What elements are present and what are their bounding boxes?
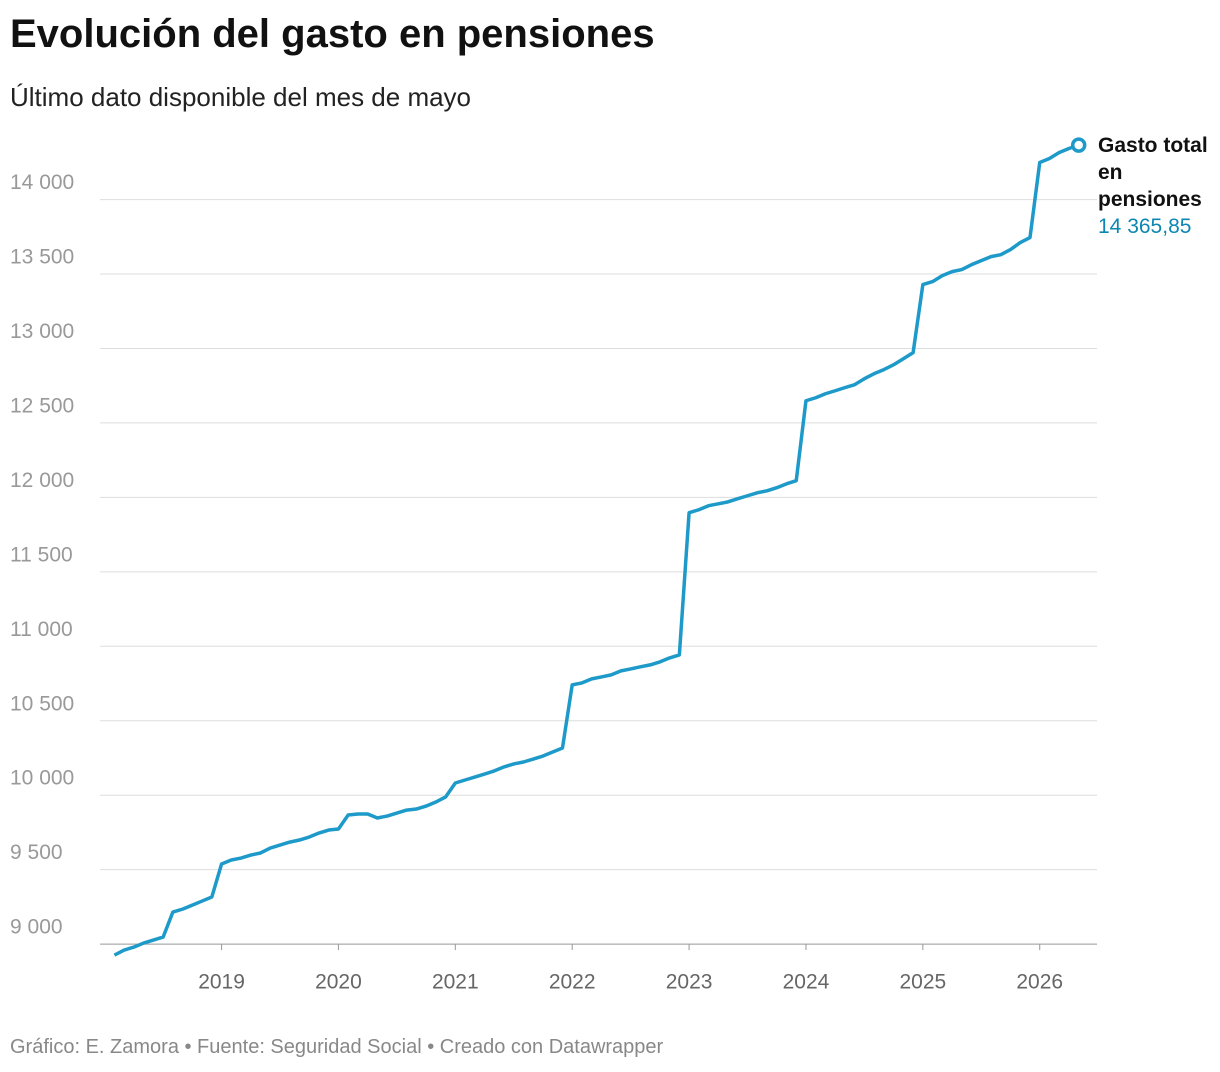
y-tick-label: 12 500 [10, 394, 74, 417]
x-tick-label: 2019 [198, 971, 245, 994]
y-tick-label: 9 000 [10, 916, 63, 939]
x-tick-label: 2021 [432, 971, 479, 994]
y-tick-label: 10 000 [10, 767, 74, 790]
footer: Gráfico: E. Zamora • Fuente: Seguridad S… [10, 1036, 664, 1058]
x-tick-label: 2024 [783, 971, 830, 994]
line [113, 143, 1080, 957]
y-tick-label: 13 500 [10, 246, 74, 269]
chart-title: Evolución del gasto en pensiones [10, 12, 655, 56]
last-value-label: 14 365,85 [1098, 215, 1192, 238]
y-tick-label: 11 500 [10, 543, 73, 566]
y-tick-label: 10 500 [10, 692, 74, 715]
y-tick-label: 9 500 [10, 841, 63, 864]
y-tick-label: 13 000 [10, 320, 74, 343]
x-tick-label: 2025 [899, 971, 946, 994]
series-name: Gasto total en pensiones [1098, 134, 1208, 211]
x-tick-label: 2023 [666, 971, 713, 994]
y-tick-label: 14 000 [10, 171, 74, 194]
x-tick-label: 2026 [1016, 971, 1063, 994]
chart-subtitle: Último dato disponible del mes de mayo [10, 82, 472, 112]
series-label: Gasto total en pensiones 14 365,85 [1098, 132, 1216, 240]
y-tick-label: 11 000 [10, 618, 73, 641]
end-point [1070, 137, 1087, 153]
x-tick-label: 2020 [315, 971, 362, 994]
y-tick-label: 12 000 [10, 469, 74, 492]
x-tick-label: 2022 [549, 971, 596, 994]
